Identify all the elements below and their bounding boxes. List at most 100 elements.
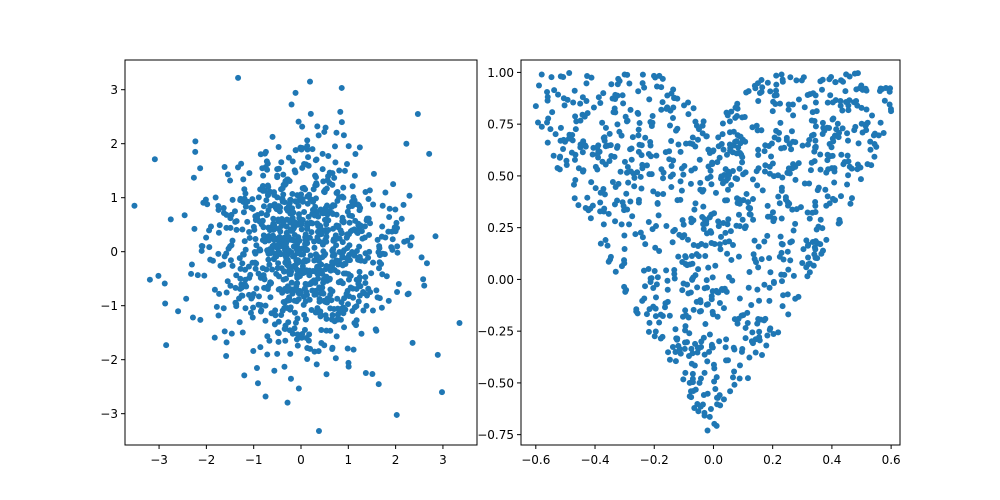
scatter-point <box>614 144 621 151</box>
scatter-point <box>812 246 819 253</box>
scatter-point <box>368 270 375 277</box>
scatter-point <box>347 284 354 291</box>
scatter-point <box>321 128 328 135</box>
scatter-point <box>278 159 285 166</box>
scatter-point <box>398 215 405 222</box>
scatter-point <box>294 342 301 349</box>
scatter-point <box>645 328 652 335</box>
scatter-point <box>572 126 579 133</box>
scatter-point <box>252 265 259 272</box>
scatter-point <box>736 362 743 369</box>
scatter-point <box>790 272 797 279</box>
scatter-point <box>653 83 660 90</box>
scatter-point <box>675 141 682 148</box>
scatter-point <box>322 236 329 243</box>
scatter-point <box>742 169 749 176</box>
scatter-point <box>276 233 283 240</box>
scatter-point <box>403 140 410 147</box>
scatter-point <box>358 330 365 337</box>
scatter-point <box>729 242 736 249</box>
scatter-point <box>597 100 604 107</box>
scatter-point <box>241 372 248 379</box>
scatter-point <box>778 278 785 285</box>
scatter-point <box>717 246 724 253</box>
scatter-point <box>198 247 205 254</box>
scatter-point <box>247 309 254 316</box>
scatter-point <box>566 69 573 76</box>
scatter-point <box>657 311 664 318</box>
scatter-point <box>682 312 689 319</box>
scatter-point <box>646 306 653 313</box>
scatter-point <box>778 184 785 191</box>
scatter-point <box>296 273 303 280</box>
scatter-point <box>695 408 702 415</box>
scatter-point <box>845 107 852 114</box>
y-tick-label: −1 <box>100 299 118 313</box>
scatter-point <box>812 99 819 106</box>
scatter-point <box>650 285 657 292</box>
scatter-point <box>259 165 266 172</box>
scatter-point <box>351 172 358 179</box>
scatter-point <box>812 137 819 144</box>
scatter-point <box>233 218 240 225</box>
scatter-point <box>763 342 770 349</box>
scatter-point <box>824 157 831 164</box>
scatter-point <box>840 78 847 85</box>
scatter-point <box>732 114 739 121</box>
scatter-point <box>426 150 433 157</box>
scatter-point <box>734 176 741 183</box>
scatter-point <box>635 196 642 203</box>
scatter-point <box>329 259 336 266</box>
scatter-point <box>393 411 400 418</box>
scatter-point <box>785 311 792 318</box>
scatter-point <box>706 331 713 338</box>
scatter-point <box>806 215 813 222</box>
scatter-point <box>362 279 369 286</box>
scatter-point <box>877 119 884 126</box>
scatter-point <box>773 92 780 99</box>
scatter-point <box>276 208 283 215</box>
scatter-point <box>548 74 555 81</box>
scatter-point <box>306 267 313 274</box>
scatter-point <box>674 335 681 342</box>
scatter-point <box>367 289 374 296</box>
scatter-point <box>286 177 293 184</box>
scatter-point <box>652 305 659 312</box>
scatter-point <box>731 381 738 388</box>
scatter-point <box>790 227 797 234</box>
scatter-point <box>714 394 721 401</box>
scatter-point <box>728 108 735 115</box>
scatter-point <box>785 106 792 113</box>
scatter-point <box>304 143 311 150</box>
scatter-point <box>682 253 689 260</box>
scatter-point <box>303 334 310 341</box>
scatter-point <box>373 287 380 294</box>
scatter-point <box>761 281 768 288</box>
scatter-point <box>254 215 261 222</box>
scatter-point <box>560 95 567 102</box>
scatter-point <box>264 211 271 218</box>
scatter-point <box>745 199 752 206</box>
scatter-point <box>551 87 558 94</box>
scatter-point <box>572 176 579 183</box>
scatter-point <box>163 342 170 349</box>
scatter-point <box>749 329 756 336</box>
scatter-point <box>682 307 689 314</box>
scatter-point <box>701 351 708 358</box>
scatter-point <box>229 237 236 244</box>
scatter-point <box>297 194 304 201</box>
scatter-point <box>318 261 325 268</box>
scatter-point <box>370 201 377 208</box>
scatter-point <box>333 333 340 340</box>
scatter-point <box>714 313 721 320</box>
scatter-point <box>811 118 818 125</box>
scatter-point <box>331 266 338 273</box>
scatter-point <box>352 217 359 224</box>
scatter-point <box>388 244 395 251</box>
scatter-point <box>723 151 730 158</box>
scatter-point <box>192 148 199 155</box>
scatter-point <box>632 231 639 238</box>
scatter-point <box>701 369 708 376</box>
scatter-point <box>599 158 606 165</box>
right-scatter-axes: −0.6 −0.4 −0.2 0.0 0.2 0.4 0.6 −0.75 −0.50 −0.25 0… <box>477 59 901 467</box>
